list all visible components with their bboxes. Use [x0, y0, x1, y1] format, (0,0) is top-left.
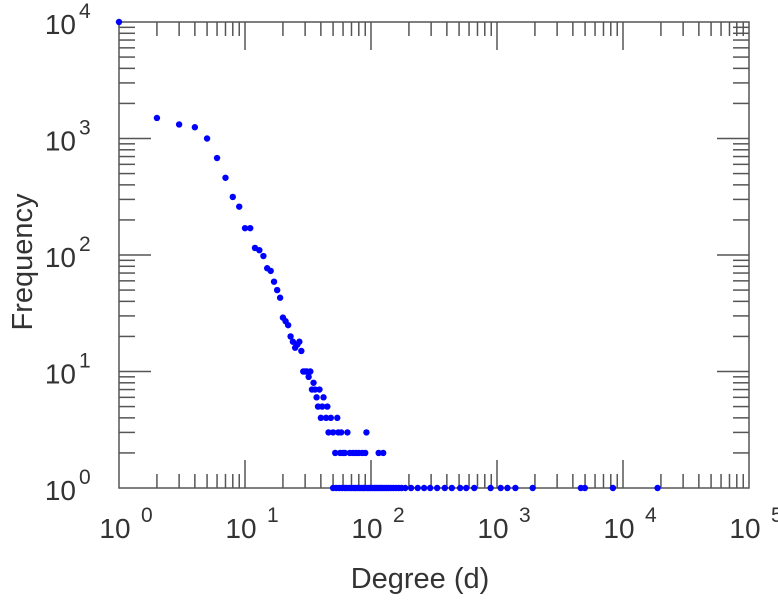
- data-points: [115, 18, 661, 492]
- data-point: [310, 379, 317, 386]
- data-point: [341, 449, 349, 457]
- x-axis-label: Degree (d): [351, 563, 490, 595]
- data-point: [380, 449, 387, 457]
- data-point: [273, 286, 281, 294]
- y-tick-label: 10: [45, 475, 76, 506]
- y-tick-exponent: 0: [79, 466, 91, 489]
- data-point: [375, 449, 382, 457]
- data-point: [363, 429, 370, 436]
- data-point: [332, 449, 339, 457]
- data-point: [241, 224, 249, 232]
- data-point: [298, 347, 305, 355]
- data-point: [213, 154, 221, 162]
- data-point: [471, 484, 478, 492]
- data-point: [362, 449, 369, 457]
- x-tick-label: 10: [225, 513, 256, 544]
- data-point: [344, 429, 351, 436]
- axis-ticks: [119, 22, 749, 488]
- data-point: [529, 484, 536, 492]
- y-tick-exponent: 3: [79, 117, 91, 140]
- y-tick-label: 10: [45, 242, 76, 273]
- data-point: [322, 414, 330, 422]
- data-point: [317, 414, 325, 422]
- y-tick-label: 10: [45, 9, 76, 40]
- x-tick-exponent: 5: [771, 504, 778, 527]
- data-point: [284, 321, 292, 329]
- data-point: [337, 429, 345, 436]
- x-tick-exponent: 3: [519, 504, 531, 527]
- data-point: [441, 484, 448, 492]
- data-point: [426, 484, 434, 492]
- data-point: [229, 193, 236, 201]
- data-point: [497, 484, 504, 492]
- data-point: [324, 403, 331, 410]
- data-point: [247, 224, 254, 232]
- data-point: [260, 252, 267, 260]
- data-point: [236, 203, 243, 210]
- data-point: [153, 114, 161, 122]
- data-point: [115, 18, 123, 26]
- data-point: [654, 484, 661, 492]
- data-point: [512, 484, 519, 492]
- x-tick-label: 10: [99, 513, 130, 544]
- y-tick-label: 10: [45, 359, 76, 390]
- data-point: [504, 484, 511, 492]
- data-point: [402, 484, 409, 492]
- data-point: [311, 386, 319, 393]
- data-point: [307, 368, 314, 375]
- data-point: [316, 386, 323, 393]
- x-tick-label: 10: [603, 513, 634, 544]
- data-point: [320, 394, 327, 401]
- data-point: [329, 429, 337, 436]
- data-point: [287, 333, 294, 340]
- y-axis-label: Frequency: [7, 193, 39, 331]
- data-point: [609, 484, 617, 492]
- data-point: [276, 294, 284, 301]
- y-tick-label: 10: [45, 126, 76, 157]
- data-point: [296, 338, 303, 345]
- data-point: [487, 484, 494, 492]
- data-point: [256, 246, 263, 254]
- y-tick-exponent: 2: [79, 233, 91, 256]
- data-point: [175, 121, 183, 128]
- x-tick-exponent: 2: [393, 504, 405, 527]
- data-point: [203, 135, 211, 142]
- data-point: [420, 484, 428, 492]
- data-point: [433, 484, 441, 492]
- y-tick-exponent: 1: [79, 350, 91, 373]
- x-tick-label: 10: [729, 513, 760, 544]
- x-tick-exponent: 4: [645, 504, 657, 527]
- data-point: [581, 484, 589, 492]
- y-tick-exponent: 4: [79, 0, 91, 23]
- data-point: [191, 124, 199, 131]
- data-point: [267, 267, 274, 275]
- data-point: [319, 403, 326, 410]
- x-tick-exponent: 0: [141, 504, 153, 527]
- data-point: [313, 394, 320, 401]
- data-point: [463, 484, 470, 492]
- x-tick-exponent: 1: [267, 504, 279, 527]
- data-point: [325, 429, 332, 436]
- plot-frame: [118, 21, 750, 489]
- data-point: [448, 484, 456, 492]
- data-point: [222, 174, 229, 181]
- data-point: [270, 278, 278, 285]
- x-tick-label: 10: [351, 513, 382, 544]
- x-tick-label: 10: [477, 513, 508, 544]
- x-tick-labels: 10 0 10 1 10 2 10 3 10 4 10 5: [99, 504, 778, 544]
- data-point: [456, 484, 464, 492]
- data-point: [305, 373, 312, 381]
- data-point: [407, 484, 415, 492]
- data-point: [327, 414, 335, 422]
- data-point: [334, 414, 341, 422]
- data-point: [414, 484, 421, 492]
